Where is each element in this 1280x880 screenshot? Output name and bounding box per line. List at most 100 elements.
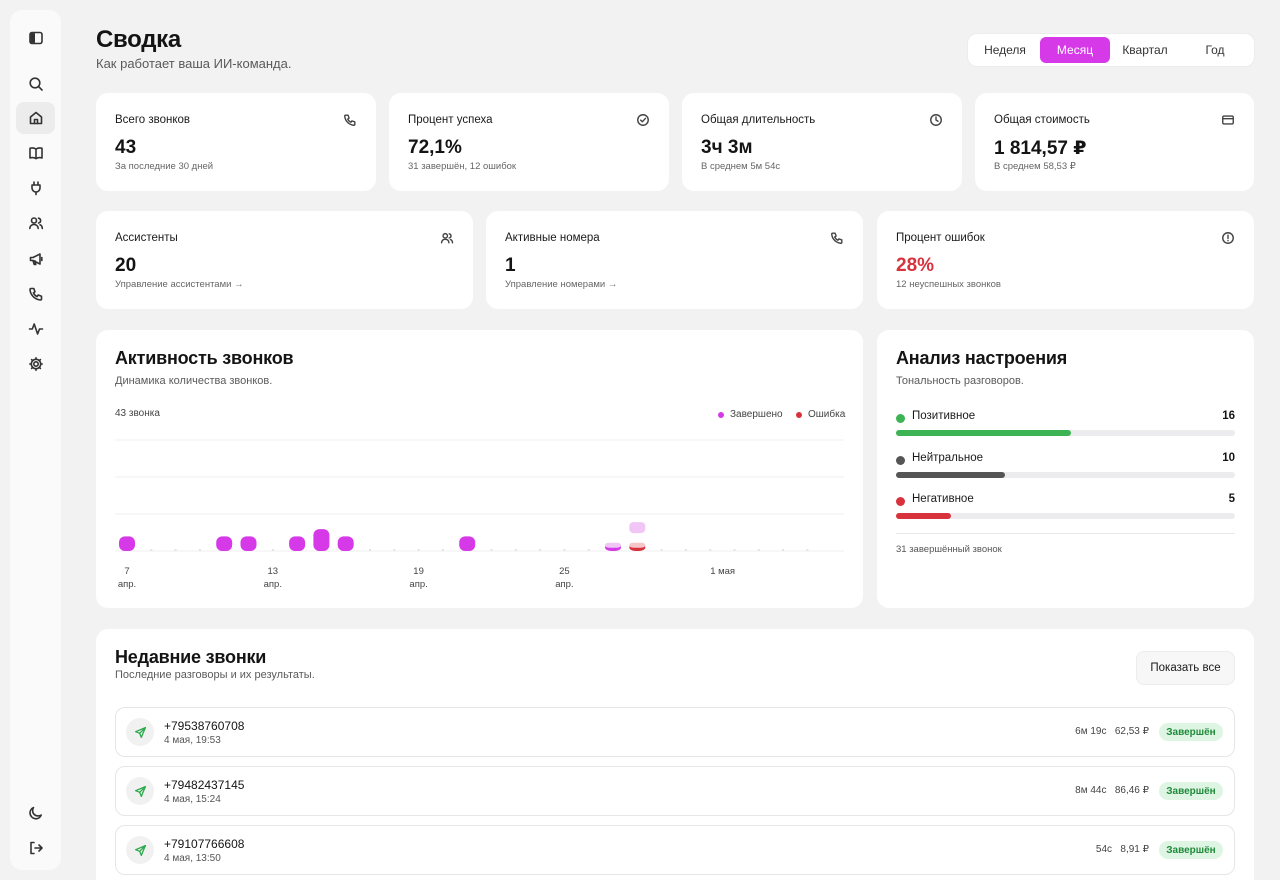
chart-empty-mark [150, 549, 153, 551]
sentiment-subtitle: Тональность разговоров. [896, 375, 1024, 387]
call-row[interactable]: +79538760708 4 мая, 19:53 6м 19с 62,53 ₽… [115, 707, 1235, 757]
stat-card-total-duration: Общая длительность 3ч 3м В среднем 5м 54… [682, 93, 962, 191]
manage-numbers-link[interactable]: Управление номерами → [505, 279, 618, 290]
stat-card-total-calls: Всего звонков 43 За последние 30 дней [96, 93, 376, 191]
call-cost: 8,91 ₽ [1120, 844, 1149, 855]
phone-icon [830, 231, 844, 245]
sentiment-dot [896, 414, 905, 423]
call-cost: 86,46 ₽ [1114, 785, 1149, 796]
sentiment-track [896, 430, 1235, 436]
manage-assistants-link[interactable]: Управление ассистентами → [115, 279, 244, 290]
x-tick-label: 13 [268, 566, 279, 577]
recent-calls-card: Недавние звонки Последние разговоры и их… [96, 629, 1254, 880]
sidebar [10, 10, 61, 870]
tab-year[interactable]: Год [1205, 43, 1225, 57]
stat-card-active-numbers[interactable]: Активные номера 1 Управление номерами → [486, 211, 863, 309]
alert-circle-icon [1221, 231, 1235, 245]
chart-empty-mark [709, 549, 712, 551]
search-icon[interactable] [16, 68, 55, 100]
activity-total-label: 43 звонка [115, 408, 160, 419]
tab-quarter[interactable]: Квартал [1122, 43, 1168, 57]
stat-value: 43 [115, 137, 137, 158]
call-date: 4 мая, 19:53 [164, 735, 221, 746]
chart-empty-mark [587, 549, 590, 551]
card-icon [1221, 113, 1235, 127]
sentiment-track [896, 472, 1235, 478]
stat-value: 28% [896, 255, 935, 276]
home-icon[interactable] [16, 102, 55, 134]
settings-icon[interactable] [16, 348, 55, 380]
sentiment-footer: 31 завершённый звонок [896, 544, 1002, 555]
x-tick-sublabel: апр. [264, 579, 282, 590]
call-duration: 54с [1095, 844, 1113, 855]
book-icon[interactable] [16, 137, 55, 169]
panel-toggle-icon[interactable] [16, 22, 55, 54]
chart-empty-mark [782, 549, 785, 551]
stat-card-success-rate: Процент успеха 72,1% 31 завершён, 12 оши… [389, 93, 669, 191]
chart-bar [240, 536, 257, 551]
recent-title: Недавние звонки [115, 647, 267, 667]
moon-icon[interactable] [16, 797, 55, 829]
call-row[interactable]: +79107766608 4 мая, 13:50 54с 8,91 ₽ Зав… [115, 825, 1235, 875]
chart-empty-mark [417, 549, 420, 551]
sentiment-label: Нейтральное [912, 452, 984, 464]
chart-empty-mark [198, 549, 201, 551]
legend-error: Ошибка [796, 409, 845, 420]
divider [896, 533, 1235, 534]
sentiment-label: Позитивное [912, 410, 976, 422]
legend-completed: Завершено [718, 409, 783, 420]
stat-value: 3ч 3м [701, 137, 753, 158]
call-date: 4 мая, 13:50 [164, 853, 221, 864]
stat-title: Активные номера [505, 232, 600, 244]
recent-subtitle: Последние разговоры и их результаты. [115, 669, 315, 681]
logout-icon[interactable] [16, 832, 55, 864]
legend-dot [796, 411, 802, 418]
stat-card-total-cost: Общая стоимость 1 814,57 ₽ В среднем 58,… [975, 93, 1254, 191]
sentiment-bar-fill [896, 430, 1071, 436]
x-tick-sublabel: апр. [409, 579, 427, 590]
chart-bar-faded [629, 522, 646, 534]
tab-month[interactable]: Месяц [1040, 37, 1110, 63]
call-row[interactable]: +79482437145 4 мая, 15:24 8м 44с 86,46 ₽… [115, 766, 1235, 816]
plug-icon[interactable] [16, 172, 55, 204]
x-tick-sublabel: апр. [118, 579, 136, 590]
status-badge: Завершён [1159, 782, 1223, 800]
call-meta: 8м 44с 86,46 ₽ [1075, 785, 1149, 796]
stat-title: Процент ошибок [896, 232, 985, 244]
call-number: +79538760708 [164, 719, 245, 733]
activity-icon[interactable] [16, 313, 55, 345]
page-title: Сводка [96, 26, 181, 53]
stat-title: Ассистенты [115, 232, 178, 244]
status-badge: Завершён [1159, 723, 1223, 741]
sentiment-label: Негативное [912, 493, 974, 505]
chart-empty-mark [271, 549, 274, 551]
activity-card: Активность звонков Динамика количества з… [96, 330, 863, 608]
sentiment-count: 16 [1222, 410, 1235, 422]
sentiment-dot [896, 497, 905, 506]
chart-empty-mark [393, 549, 396, 551]
chart-empty-mark [563, 549, 566, 551]
stat-card-assistants[interactable]: Ассистенты 20 Управление ассистентами → [96, 211, 473, 309]
stat-note: В среднем 58,53 ₽ [994, 161, 1076, 172]
send-icon [126, 718, 154, 746]
chart-empty-mark [369, 549, 371, 551]
stat-title: Общая длительность [701, 114, 816, 126]
show-all-button[interactable]: Показать все [1136, 651, 1235, 685]
call-cost: 62,53 ₽ [1114, 726, 1149, 737]
x-tick-sublabel: апр. [555, 579, 573, 590]
sentiment-track [896, 513, 1235, 519]
call-duration: 8м 44с [1075, 785, 1107, 796]
phone-icon[interactable] [16, 278, 55, 310]
chart-bar [459, 536, 476, 551]
send-icon [126, 836, 154, 864]
sentiment-card: Анализ настроения Тональность разговоров… [877, 330, 1254, 608]
users-icon[interactable] [16, 207, 55, 239]
stat-note: 12 неуспешных звонков [896, 279, 1001, 290]
megaphone-icon[interactable] [16, 243, 55, 275]
chart-empty-mark [684, 549, 687, 551]
stat-value: 72,1% [408, 137, 462, 158]
call-date: 4 мая, 15:24 [164, 794, 221, 805]
x-tick-label: 7 [124, 566, 129, 577]
tab-week[interactable]: Неделя [984, 43, 1026, 57]
stat-title: Всего звонков [115, 114, 191, 126]
